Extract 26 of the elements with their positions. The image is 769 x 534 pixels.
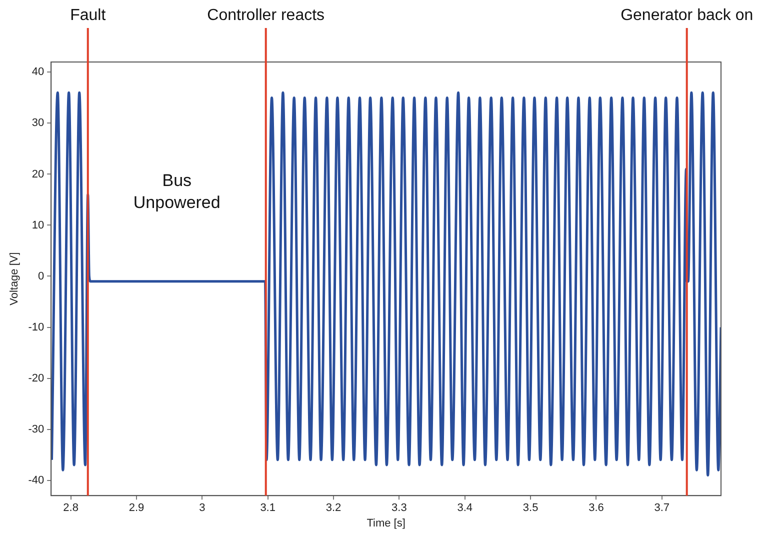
y-tick-label: 30 [32,117,44,130]
y-tick-label: 40 [32,66,44,78]
y-tick-label: 0 [38,270,44,282]
x-tick-label: 3.4 [457,502,473,514]
x-tick-label: 2.9 [128,502,144,514]
y-tick-label: -30 [28,423,44,436]
x-tick-label: 2.8 [63,502,78,514]
line-series [51,91,721,476]
annotation: Bus Unpowered [133,170,220,212]
y-tick-label: 10 [32,219,44,232]
ref-line-label: Fault [70,7,106,24]
x-tick-label: 3.3 [392,502,407,514]
y-tick-label: -40 [28,474,44,486]
y-axis-title: Voltage [V] [8,252,21,306]
x-axis-title: Time [s] [366,517,406,530]
x-tick-label: 3 [199,502,206,514]
x-tick-label: 3.2 [326,502,342,514]
y-tick-label: -20 [28,372,44,384]
ref-line-label: Generator back on [620,7,754,24]
y-tick-label: -10 [28,321,44,334]
x-tick-label: 3.5 [522,502,538,514]
x-tick-label: 3.6 [588,502,604,514]
x-tick-label: 3.7 [654,502,670,514]
ref-line-label: Controller reacts [207,7,325,24]
x-tick-label: 3.1 [260,502,276,514]
y-tick-label: 20 [32,168,44,180]
